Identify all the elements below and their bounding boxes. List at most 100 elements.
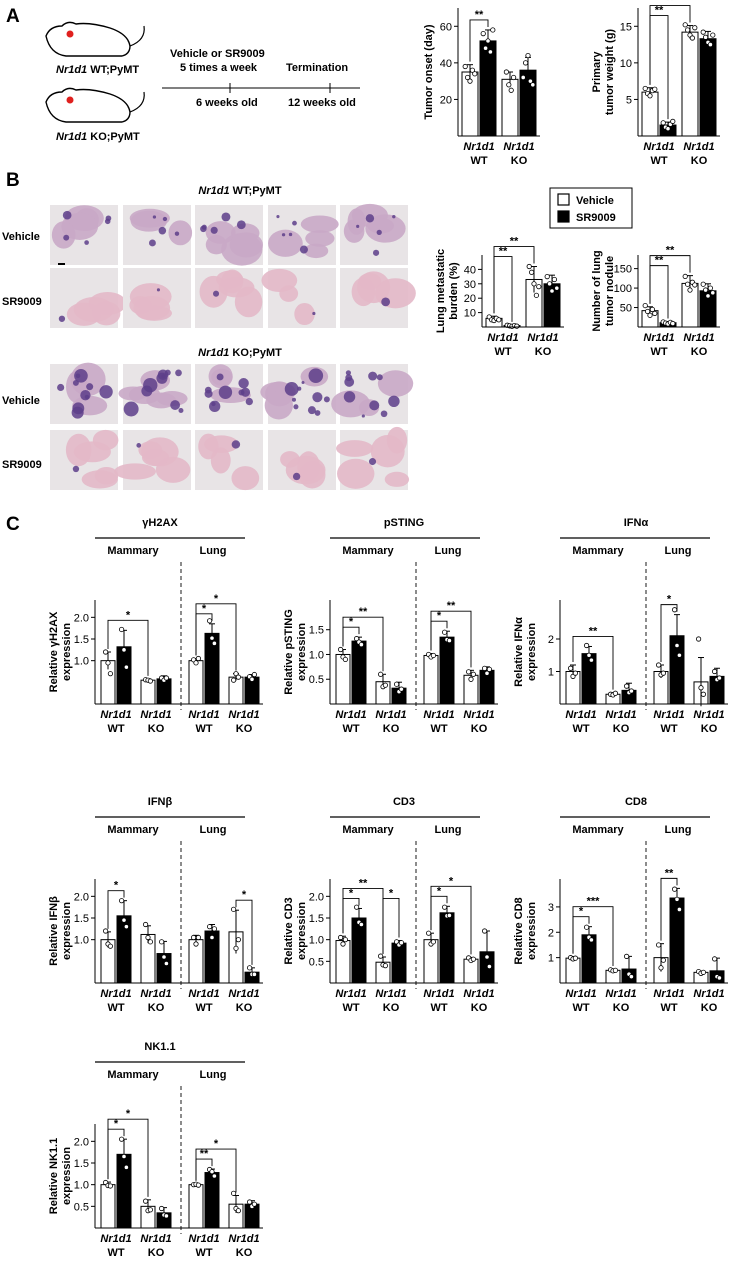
histology-thumb — [340, 203, 408, 265]
chart-CD3-lung-significance-label: * — [449, 875, 454, 887]
histology-thumb — [114, 430, 191, 490]
tumor-nodule-mark — [276, 215, 280, 219]
chart-tumor_weight-group-wt-label: WT — [650, 155, 667, 167]
chart-tumor_nodule-data-point — [705, 293, 711, 299]
chart-CD8: CD8 Mammary Lung **** Nr1d1 WT Nr1d1 KO ** Nr1d1 W… — [513, 796, 728, 1014]
chart-NK11-y-label: expression — [61, 1147, 73, 1205]
chart-tumor_onset-data-point — [525, 52, 531, 59]
chart-NK11-mammary-group-wt-label: WT — [107, 1247, 124, 1259]
chart-CD8-y-tick-label: 1 — [548, 953, 554, 965]
chart-gH2AX-lung-group-ko-gene: Nr1d1 — [228, 709, 259, 721]
chart-CD3-mammary-data-point — [353, 904, 360, 910]
chart-CD3-mammary-bar — [351, 917, 367, 984]
chart-pSTING-mammary-data-point — [398, 686, 404, 692]
tumor-nodule-mark — [143, 377, 158, 393]
chart-pSTING-mammary-significance-label: ** — [359, 606, 368, 618]
chart-tumor_nodule-data-point — [642, 302, 648, 309]
chart-tumor_weight-data-point — [684, 27, 691, 33]
tumor-nodule-mark — [175, 369, 182, 377]
tumor-nodule-mark — [297, 386, 302, 391]
chart-tumor_nodule-data-point — [687, 287, 693, 293]
chart-CD3-mammary-data-point — [382, 963, 388, 969]
tissue-lobe — [343, 219, 365, 243]
chart-IFNa: IFNα Mammary Lung ** Nr1d1 WT Nr1d1 KO * Nr1d1 WT N… — [513, 517, 728, 735]
chart-NK11-lung-group-wt-gene: Nr1d1 — [188, 1233, 219, 1245]
chart-IFNb-lung-group-wt-label: WT — [195, 1002, 212, 1014]
tumor-nodule-mark — [164, 369, 171, 376]
legend-sr9009-swatch — [557, 210, 570, 223]
chart-tumor_nodule-data-point — [692, 282, 698, 288]
tumor-nodule-mark — [58, 315, 66, 322]
chart-NK11-mammary-significance-label: * — [126, 1108, 131, 1120]
chart-IFNb-mammary-group-wt-label: WT — [107, 1002, 124, 1014]
row-label-sr9009-wt: SR9009 — [2, 296, 42, 308]
chart-gH2AX-lung-data-point — [207, 618, 213, 624]
tumor-nodule-mark — [284, 382, 299, 396]
chart-CD8-lung-data-point — [700, 969, 707, 975]
chart-tumor_nodule-group-ko-label: KO — [691, 346, 708, 358]
chart-NK11-lung-group-ko-gene: Nr1d1 — [228, 1233, 259, 1245]
chart-tumor_nodule-group-ko-gene: Nr1d1 — [683, 332, 714, 344]
chart-IFNa-lung-group-ko-label: KO — [701, 723, 718, 735]
chart-tumor_onset-significance-bracket — [469, 19, 489, 62]
tumor-nodule-mark — [392, 214, 396, 219]
tumor-nodule-mark — [288, 232, 293, 237]
tissue-lobe — [305, 230, 335, 247]
chart-IFNa-mammary-significance-label: ** — [589, 625, 598, 637]
chart-lung_burden-data-point — [528, 269, 535, 275]
chart-lung_burden-y-label: Lung metastatic — [435, 249, 447, 333]
chart-IFNb-mammary-data-point — [143, 921, 149, 928]
chart-gH2AX-title: γH2AX — [142, 517, 178, 529]
chart-IFNb-lung-significance-label: * — [242, 889, 247, 901]
tumor-nodule-mark — [368, 371, 378, 381]
chart-tumor_weight-bar — [641, 91, 659, 137]
chart-NK11-y-tick-label: 2.0 — [74, 1136, 89, 1148]
chart-CD3-mammary-significance-bracket — [382, 898, 400, 954]
chart-gH2AX-mammary-bar — [140, 679, 156, 705]
histology-thumb — [195, 205, 263, 266]
tumor-nodule-mark — [356, 224, 360, 228]
chart-lung_burden-data-point — [531, 281, 537, 287]
chart-NK11-lung-data-point — [247, 1199, 253, 1205]
chart-tumor_weight-data-point — [642, 85, 648, 92]
chart-IFNa-y-tick-label: 1 — [548, 667, 554, 679]
chart-pSTING-lung-data-point — [481, 665, 488, 671]
chart-gH2AX-lung-data-point — [195, 655, 201, 662]
chart-pSTING-mammary-group-wt-label: WT — [342, 723, 359, 735]
chart-pSTING-mammary-data-point — [353, 636, 360, 642]
chart-tumor_onset: ** Nr1d1 WT Nr1d1 KO 20 40 60 Tumor onset (day) — [423, 8, 540, 167]
chart-IFNb-mammary-data-point — [123, 924, 130, 930]
chart-CD3-lung-data-point — [470, 956, 476, 962]
chart-tumor_nodule-data-point — [670, 320, 676, 327]
tissue-lobe — [331, 390, 371, 418]
tissue-lobe — [118, 386, 148, 401]
chart-pSTING-lung-data-point — [430, 652, 436, 659]
tumor-nodule-mark — [236, 220, 246, 230]
chart-IFNa-lung-data-point — [671, 607, 678, 613]
chart-tumor_onset-data-point — [506, 82, 512, 88]
chart-lung_burden-group-wt-gene: Nr1d1 — [487, 332, 518, 344]
chart-IFNb: IFNβ Mammary Lung * Nr1d1 WT Nr1d1 KO * Nr1d1 WT Nr… — [48, 796, 263, 1014]
chart-gH2AX-y-tick-label: 2.0 — [74, 612, 89, 624]
chart-IFNa-mammary-label: Mammary — [572, 545, 624, 557]
chart-NK11-mammary-group-ko-gene: Nr1d1 — [140, 1233, 171, 1245]
chart-lung_burden-data-point — [544, 273, 550, 280]
tumor-nodule-mark — [99, 385, 113, 399]
chart-pSTING-mammary-group-ko-gene: Nr1d1 — [375, 709, 406, 721]
tumor-nodule-mark — [361, 414, 365, 418]
chart-NK11-title: NK1.1 — [144, 1041, 175, 1053]
tissue-lobe — [367, 217, 394, 234]
chart-tumor_nodule-data-point — [644, 308, 651, 315]
chart-tumor_onset-group-ko-label: KO — [511, 155, 528, 167]
chart-pSTING-mammary-data-point — [393, 681, 400, 687]
chart-CD8-title: CD8 — [625, 796, 647, 808]
chart-lung_burden-group-ko-gene: Nr1d1 — [527, 332, 558, 344]
chart-tumor_onset-y-label: Tumor onset (day) — [423, 24, 435, 119]
chart-tumor_onset-data-point — [469, 67, 475, 73]
chart-pSTING-mammary-significance-label: * — [349, 616, 354, 628]
chart-IFNb-lung-data-point — [209, 934, 215, 941]
start-age-label: 6 weeks old — [196, 97, 258, 109]
